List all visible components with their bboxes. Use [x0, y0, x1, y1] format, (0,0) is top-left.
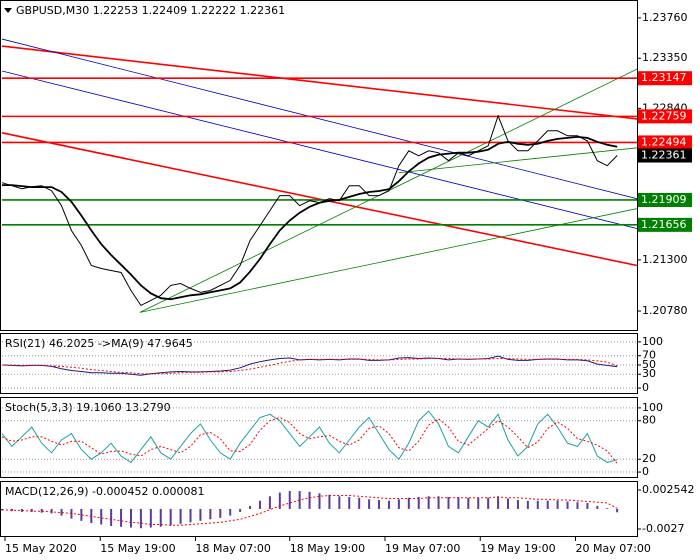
level-label: 1.21909 — [641, 193, 687, 206]
level-label: 1.22494 — [641, 135, 687, 148]
y-tick-label: 0 — [642, 381, 649, 394]
y-tick-label: 100 — [642, 401, 663, 414]
macd-line — [1, 495, 618, 526]
trend-line — [1, 45, 638, 120]
trend-line — [1, 132, 638, 267]
y-tick-label: 70 — [642, 349, 656, 362]
y-tick-label: 20 — [642, 452, 656, 465]
level-label-box — [638, 148, 692, 163]
y-tick-label: 1.23760 — [642, 11, 688, 24]
y-tick-label: 50 — [642, 358, 656, 371]
rsi-line — [2, 358, 618, 375]
y-tick-label: -0.0027 — [642, 522, 684, 535]
level-label-box — [638, 71, 692, 86]
menu-triangle — [4, 8, 12, 13]
y-tick-label: 30 — [642, 367, 656, 380]
level-label: 1.22361 — [641, 149, 687, 162]
y-tick-label: 0.002542 — [642, 483, 695, 496]
level-label: 1.21656 — [641, 218, 687, 231]
macd-frame — [0, 481, 638, 537]
y-tick-label: 0 — [642, 465, 649, 478]
x-tick-label: 20 May 07:00 — [575, 542, 650, 555]
level-label-box — [638, 109, 692, 124]
stoch-title: Stoch(5,3,3) 19.1060 13.2790 — [5, 401, 171, 414]
trend-line — [398, 147, 638, 174]
main-frame — [0, 0, 638, 331]
price-title: GBPUSD,M30 1.22253 1.22409 1.22222 1.223… — [16, 4, 285, 17]
x-tick-label: 19 May 07:00 — [385, 542, 460, 555]
trend-line — [139, 208, 638, 313]
level-label-box — [638, 192, 692, 207]
price-line — [1, 114, 618, 307]
level-label: 1.22759 — [641, 109, 687, 122]
stoch-line — [1, 410, 618, 464]
x-tick-label: 15 May 19:00 — [100, 542, 175, 555]
price-line — [2, 135, 618, 301]
y-tick-label: 80 — [642, 414, 656, 427]
level-label-box — [638, 217, 692, 232]
y-tick-label: 100 — [642, 335, 663, 348]
y-tick-label: 1.21300 — [642, 253, 688, 266]
macd-title: MACD(12,26,9) -0.000452 0.000081 — [5, 485, 204, 498]
stoch-line — [1, 416, 618, 464]
rsi-title: RSI(21) 46.2025 ->MA(9) 47.9645 — [5, 337, 193, 350]
y-tick-label: 1.23350 — [642, 51, 688, 64]
level-label-box — [638, 135, 692, 150]
trend-line — [1, 70, 638, 229]
x-tick-label: 18 May 19:00 — [290, 542, 365, 555]
level-label: 1.23147 — [641, 71, 687, 84]
stoch-frame — [0, 397, 638, 478]
rsi-frame — [0, 333, 638, 394]
x-tick-label: 18 May 07:00 — [195, 542, 270, 555]
trend-line — [1, 38, 638, 200]
y-tick-label: 1.20780 — [642, 304, 688, 317]
x-tick-label: 15 May 2020 — [5, 542, 77, 555]
x-tick-label: 19 May 19:00 — [480, 542, 555, 555]
